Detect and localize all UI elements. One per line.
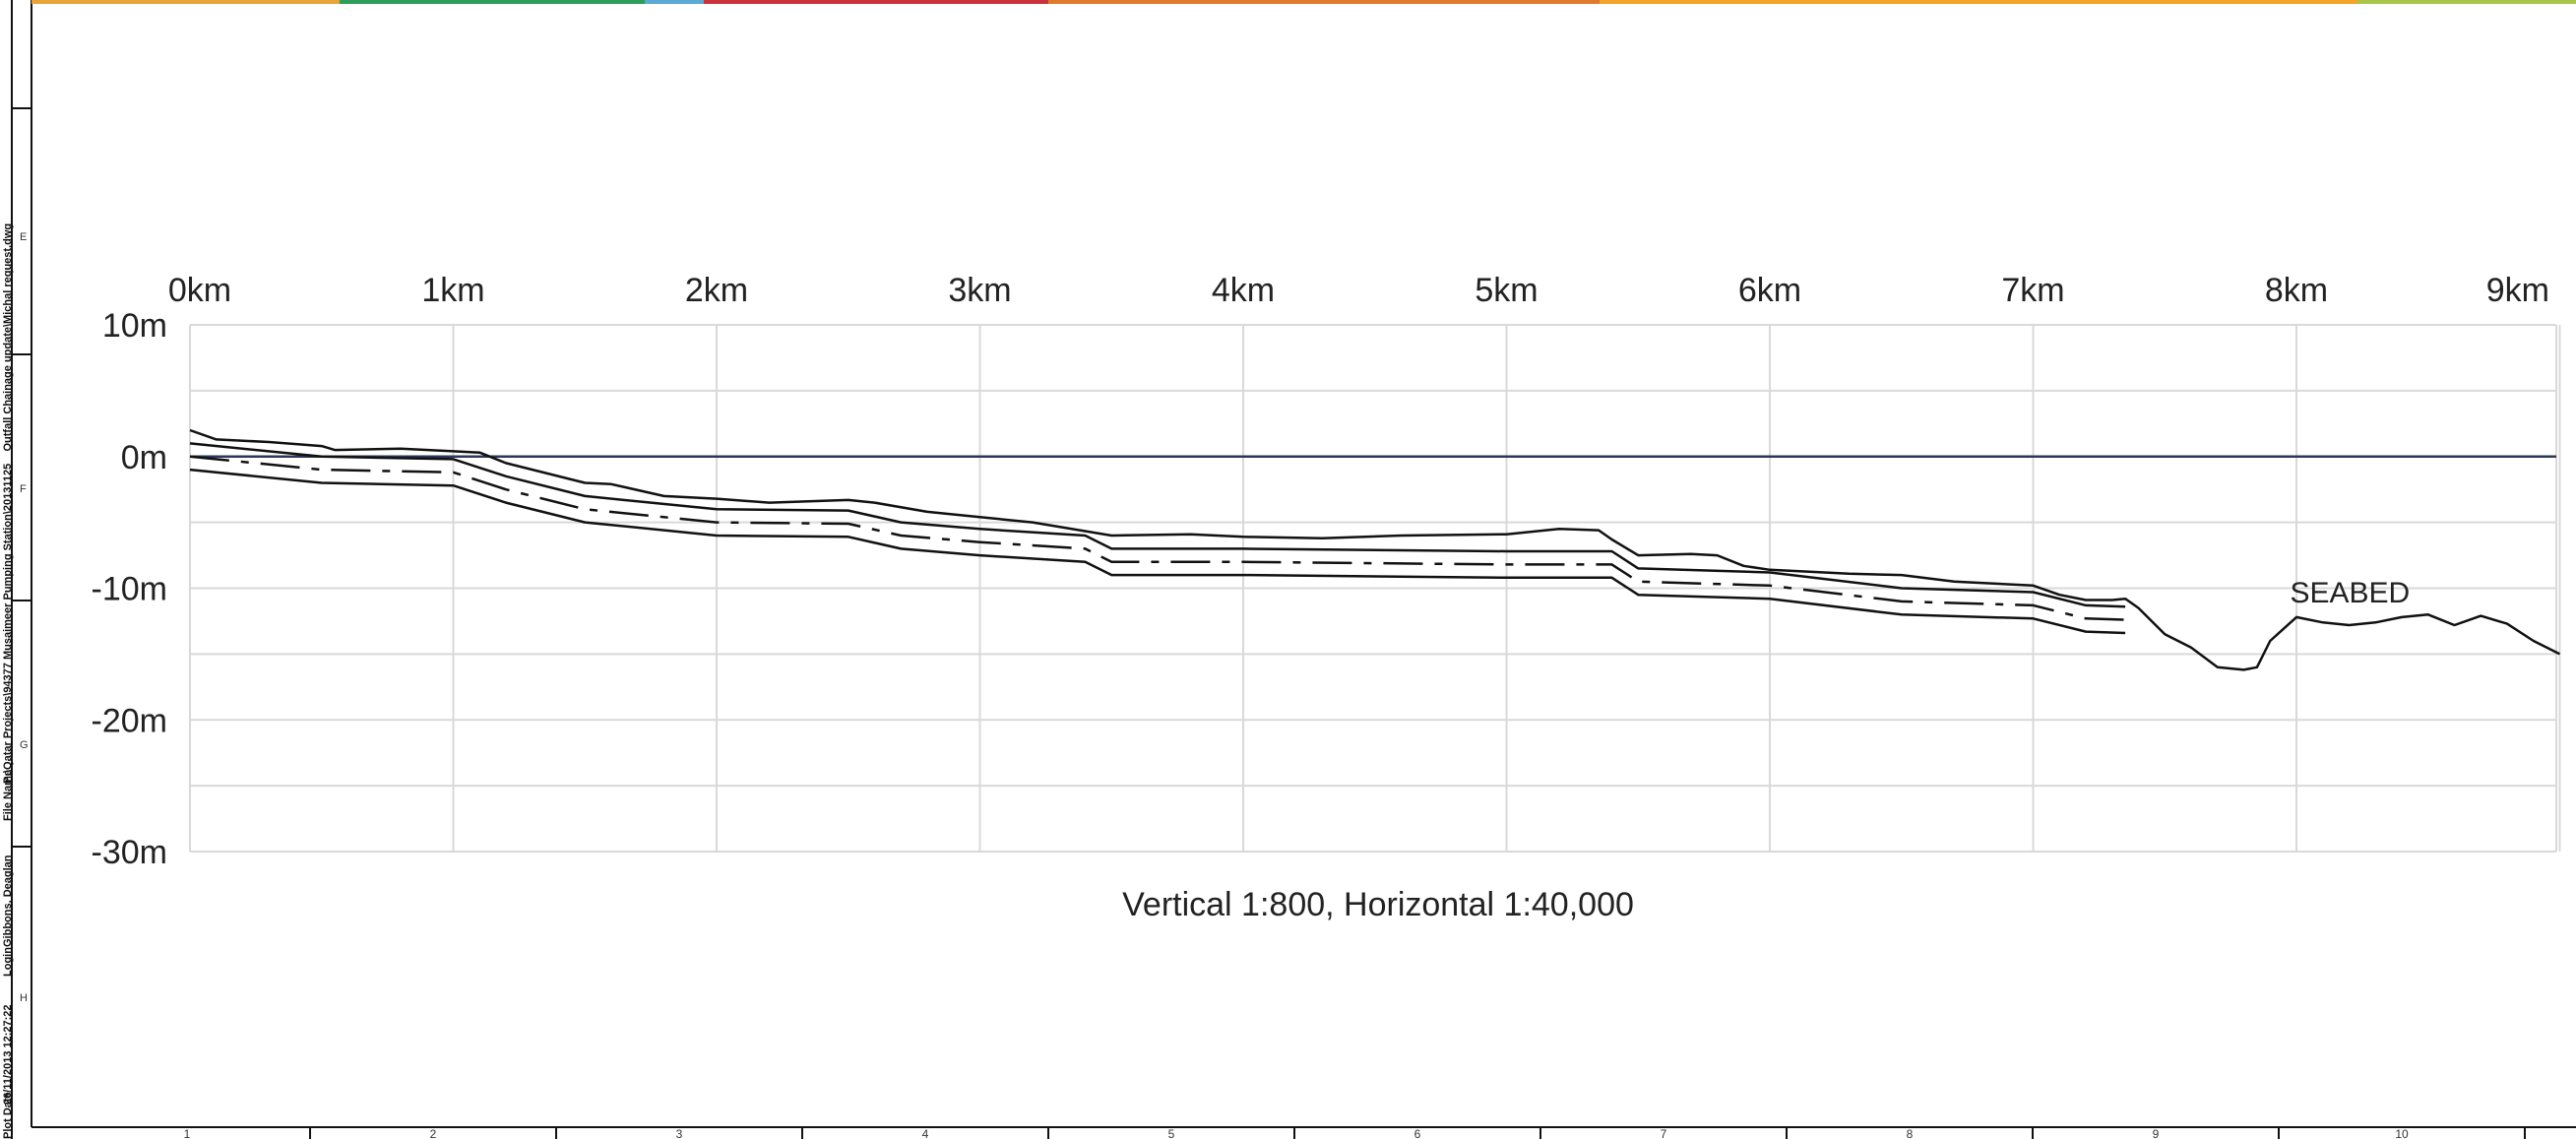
y-tick-label: 0m bbox=[121, 439, 167, 476]
grid-column-number: 5 bbox=[1168, 1127, 1175, 1139]
grid-column-number: 10 bbox=[2395, 1127, 2409, 1139]
grid-column-number: 3 bbox=[676, 1127, 683, 1139]
seabed-profile-chart: 0km 1km 2km 3km 4km 5km 6km 7km 8km 9km 10m 0m -10m… bbox=[92, 272, 2561, 923]
seabed-annotation: SEABED bbox=[2291, 577, 2411, 609]
side-plot-date-label: Plot Date bbox=[2, 1092, 14, 1139]
top-band-segment bbox=[31, 0, 340, 4]
x-tick-label: 6km bbox=[1738, 272, 1801, 309]
grid-column-numbers: 1 2 3 4 5 6 7 8 9 10 bbox=[184, 1127, 2526, 1139]
x-tick-label: 8km bbox=[2265, 272, 2328, 309]
y-tick-label: -30m bbox=[92, 834, 167, 871]
side-login: Gibbons, Deaglan bbox=[2, 854, 14, 947]
grid-column-number: 8 bbox=[1907, 1127, 1914, 1139]
chart-grid bbox=[189, 324, 2561, 853]
y-axis-ticks: 10m 0m -10m -20m -30m bbox=[92, 307, 167, 871]
top-band-segment bbox=[340, 0, 512, 4]
top-color-band bbox=[31, 0, 2576, 4]
grid-column-number: 7 bbox=[1661, 1127, 1667, 1139]
top-band-segment bbox=[2471, 0, 2576, 4]
top-band-segment bbox=[2357, 0, 2471, 4]
seabed-profile-line bbox=[189, 428, 2561, 671]
grid-letter-h: H bbox=[20, 992, 28, 1004]
x-tick-label: 0km bbox=[168, 272, 231, 309]
scale-note: Vertical 1:800, Horizontal 1:40,000 bbox=[1122, 886, 1634, 923]
x-tick-label: 9km bbox=[2486, 272, 2549, 309]
y-tick-label: -10m bbox=[92, 571, 167, 608]
x-axis-ticks: 0km 1km 2km 3km 4km 5km 6km 7km 8km 9km bbox=[168, 272, 2549, 309]
x-tick-label: 1km bbox=[421, 272, 484, 309]
y-tick-label: -20m bbox=[92, 702, 167, 739]
grid-column-number: 1 bbox=[184, 1127, 191, 1139]
side-plot-date: 26/11/2013 12:27:22 bbox=[2, 1004, 14, 1105]
top-band-segment bbox=[2121, 0, 2357, 4]
top-band-segment bbox=[1600, 0, 2121, 4]
grid-column-number: 4 bbox=[922, 1127, 929, 1139]
y-tick-label: 10m bbox=[102, 307, 167, 345]
side-login-label: Login bbox=[2, 947, 14, 977]
grid-column-number: 6 bbox=[1414, 1127, 1421, 1139]
x-tick-label: 4km bbox=[1212, 272, 1275, 309]
x-tick-label: 2km bbox=[685, 272, 748, 309]
top-band-segment bbox=[512, 0, 645, 4]
trench-profile-line bbox=[189, 455, 2126, 621]
side-info: File Name P:\Qatar Projects\94377 Musaim… bbox=[2, 223, 14, 1139]
grid-column-number: 9 bbox=[2153, 1127, 2160, 1139]
top-band-segment bbox=[645, 0, 704, 4]
x-tick-label: 3km bbox=[948, 272, 1011, 309]
grid-letter-e: E bbox=[20, 231, 27, 243]
trench-profile-line bbox=[189, 468, 2126, 635]
grid-letter-f: F bbox=[20, 483, 27, 495]
grid-letter-g: G bbox=[20, 739, 29, 751]
side-file-name: P:\Qatar Projects\94377 Musaimeer Pumpin… bbox=[2, 223, 14, 784]
profile-series bbox=[189, 428, 2561, 671]
top-band-segment bbox=[1048, 0, 1600, 4]
x-tick-label: 5km bbox=[1475, 272, 1538, 309]
side-file-label: File Name bbox=[2, 770, 14, 821]
top-band-segment bbox=[704, 0, 1048, 4]
grid-column-number: 2 bbox=[430, 1127, 437, 1139]
trench-profile-line bbox=[189, 442, 2126, 608]
sheet-frame bbox=[11, 0, 2576, 1139]
grid-row-letters: E F G H bbox=[20, 231, 29, 1004]
x-tick-label: 7km bbox=[2001, 272, 2064, 309]
